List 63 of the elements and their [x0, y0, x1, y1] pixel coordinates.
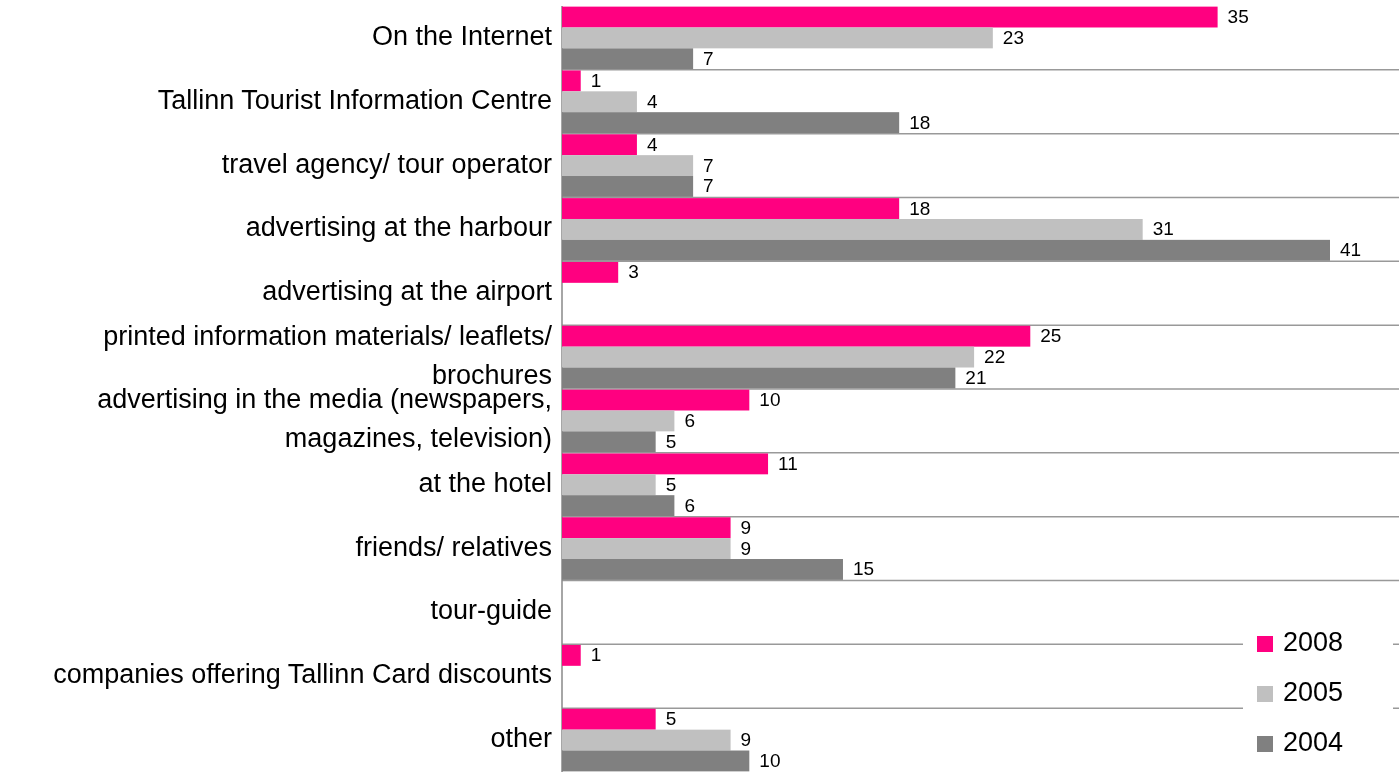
data-label: 18 — [909, 197, 931, 219]
data-label: 7 — [703, 47, 714, 69]
bar — [562, 261, 619, 283]
data-label: 22 — [984, 346, 1006, 368]
legend-label: 2005 — [1283, 677, 1344, 708]
y-tick-label: advertising at the airport — [262, 276, 553, 307]
data-label: 5 — [665, 473, 677, 495]
bar — [562, 218, 1143, 240]
data-label: 5 — [665, 430, 677, 452]
data-label: 9 — [740, 516, 752, 538]
bar — [562, 474, 656, 496]
bar — [562, 6, 1218, 28]
data-label: 6 — [684, 494, 695, 516]
y-tick-label: advertising at the harbour — [245, 212, 552, 243]
bar — [562, 91, 637, 113]
bar — [562, 538, 731, 560]
y-tick-label: travel agency/ tour operator — [221, 148, 552, 179]
data-label: 3 — [628, 261, 639, 283]
legend-label: 2004 — [1283, 727, 1344, 758]
data-label: 41 — [1340, 239, 1362, 261]
data-label: 9 — [740, 729, 752, 751]
bar — [562, 155, 694, 177]
data-label: 6 — [684, 409, 695, 431]
bar — [562, 410, 675, 432]
bar — [562, 134, 637, 156]
y-tick-label: other — [490, 723, 552, 754]
data-label: 11 — [778, 452, 798, 474]
y-tick-label: companies offering Tallinn Card discounts — [53, 659, 552, 690]
data-label: 1 — [590, 644, 602, 666]
bar — [562, 325, 1031, 347]
legend-label: 2008 — [1283, 627, 1344, 658]
data-label: 4 — [646, 133, 658, 155]
data-label: 10 — [759, 389, 781, 411]
data-label: 18 — [909, 111, 931, 133]
bar — [562, 70, 581, 92]
data-label: 10 — [759, 749, 781, 771]
bar — [562, 729, 731, 751]
data-label: 31 — [1152, 218, 1174, 240]
y-tick-label: tour-guide — [430, 595, 552, 626]
y-tick-label: Tallinn Tourist Information Centre — [157, 84, 552, 115]
bar — [562, 644, 581, 666]
y-tick-label: friends/ relatives — [355, 531, 552, 562]
bar — [562, 708, 656, 730]
bar — [562, 389, 750, 411]
y-tick-label: On the Internet — [371, 21, 553, 52]
y-tick-label: at the hotel — [418, 467, 552, 498]
data-label: 25 — [1040, 325, 1062, 347]
data-label: 23 — [1002, 26, 1024, 48]
data-label: 9 — [740, 537, 752, 559]
data-label: 7 — [703, 175, 714, 197]
data-label: 15 — [852, 558, 875, 580]
bar — [562, 198, 900, 219]
bar — [562, 346, 975, 368]
bar — [562, 27, 993, 49]
data-label: 5 — [665, 708, 677, 730]
bar — [562, 517, 731, 539]
bar — [562, 453, 769, 475]
data-label: 7 — [703, 154, 714, 176]
data-label: 4 — [646, 90, 658, 112]
data-label: 21 — [965, 366, 987, 388]
y-tick-label: advertising in the media (newspapers, magazines, television) — [97, 384, 552, 454]
data-label: 35 — [1227, 6, 1249, 28]
data-label: 1 — [590, 69, 602, 91]
